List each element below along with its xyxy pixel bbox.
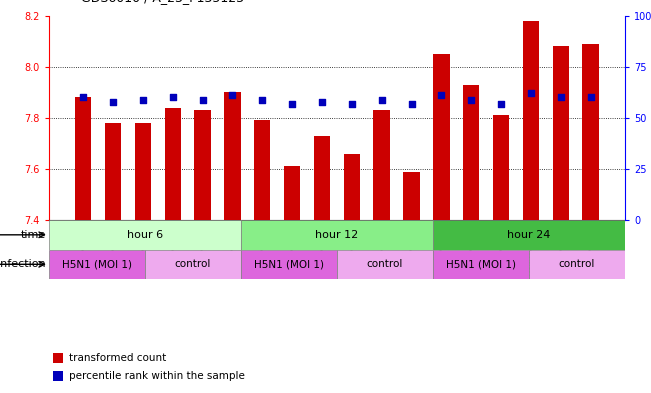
Bar	[337, 250, 433, 279]
Point	[78, 94, 89, 101]
Bar	[553, 46, 569, 220]
Bar	[49, 220, 241, 250]
Text: hour 24: hour 24	[507, 230, 551, 240]
Bar	[165, 108, 181, 220]
Point	[138, 96, 148, 103]
Text: time: time	[20, 230, 46, 240]
Point	[496, 101, 506, 107]
Bar	[523, 21, 539, 220]
Bar	[529, 250, 625, 279]
Bar	[53, 371, 63, 381]
Point	[525, 90, 536, 97]
Bar	[433, 54, 450, 220]
Text: percentile rank within the sample: percentile rank within the sample	[69, 371, 245, 381]
Bar	[314, 136, 330, 220]
Bar	[53, 353, 63, 363]
Bar	[195, 110, 211, 220]
Point	[167, 94, 178, 101]
Bar	[224, 92, 241, 220]
Point	[406, 101, 417, 107]
Point	[287, 101, 298, 107]
Bar	[135, 123, 151, 220]
Bar	[344, 154, 360, 220]
Point	[108, 98, 118, 105]
Text: control: control	[174, 259, 211, 269]
Bar	[241, 250, 337, 279]
Text: H5N1 (MOI 1): H5N1 (MOI 1)	[254, 259, 324, 269]
Point	[585, 94, 596, 101]
Text: infection: infection	[0, 259, 46, 269]
Text: hour 12: hour 12	[315, 230, 359, 240]
Point	[555, 94, 566, 101]
Bar	[463, 84, 479, 220]
Bar	[374, 110, 390, 220]
Point	[436, 92, 447, 99]
Point	[317, 98, 327, 105]
Text: control: control	[559, 259, 595, 269]
Bar	[583, 44, 599, 220]
Text: H5N1 (MOI 1): H5N1 (MOI 1)	[62, 259, 132, 269]
Point	[346, 101, 357, 107]
Text: transformed count: transformed count	[69, 353, 167, 363]
Bar	[75, 97, 91, 220]
Bar	[493, 115, 509, 220]
Bar	[254, 120, 270, 220]
Bar	[284, 166, 300, 220]
Bar	[145, 250, 241, 279]
Point	[376, 96, 387, 103]
Bar	[241, 220, 433, 250]
Text: GDS6010 / A_23_P135123: GDS6010 / A_23_P135123	[81, 0, 244, 4]
Text: control: control	[367, 259, 403, 269]
Text: hour 6: hour 6	[127, 230, 163, 240]
Bar	[404, 171, 420, 220]
Point	[466, 96, 477, 103]
Point	[197, 96, 208, 103]
Point	[257, 96, 268, 103]
Bar	[49, 250, 145, 279]
Bar	[433, 250, 529, 279]
Bar	[105, 123, 121, 220]
Point	[227, 92, 238, 99]
Bar	[433, 220, 625, 250]
Text: H5N1 (MOI 1): H5N1 (MOI 1)	[446, 259, 516, 269]
